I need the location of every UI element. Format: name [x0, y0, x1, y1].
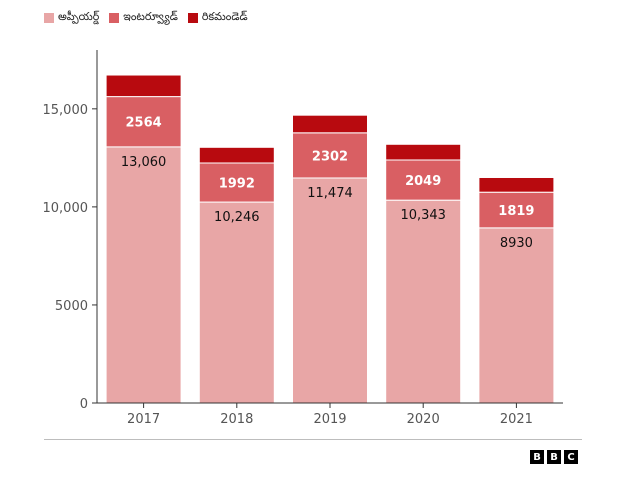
data-label: 8930 [500, 236, 533, 251]
bar-segment [478, 191, 555, 229]
legend-swatch [44, 13, 54, 23]
data-label: 2564 [126, 116, 162, 131]
data-label: 11,474 [307, 186, 353, 201]
bar-segment [385, 199, 462, 404]
data-label: 2049 [405, 174, 441, 189]
x-tick-label: 2019 [313, 412, 346, 427]
y-tick-label: 0 [80, 397, 88, 412]
bar-segment [198, 201, 275, 404]
x-tick-label: 2017 [127, 412, 160, 427]
legend-label: రికమండెడ్ [201, 10, 248, 23]
legend-swatch [109, 13, 120, 23]
bbc-logo-letter: C [564, 450, 578, 464]
bar-segment [385, 143, 462, 161]
x-tick-label: 2018 [220, 412, 253, 427]
y-tick-label: 5000 [55, 299, 88, 314]
bar-segment [292, 114, 368, 134]
data-label: 2302 [312, 149, 348, 164]
bar-segment [478, 227, 555, 404]
stacked-bar-chart: 0 5000 10,000 15,000 13,060 2564 2017 10,246 199… [43, 50, 563, 427]
footer-divider [44, 439, 582, 440]
legend-label: ఇంటర్వ్యూడ్ [123, 10, 178, 23]
bar-segment [105, 74, 182, 98]
bar-segment [105, 146, 182, 404]
legend-item: రికమండెడ్ [187, 10, 248, 26]
data-label: 13,060 [121, 155, 167, 170]
x-tick-label: 2021 [500, 412, 533, 427]
data-label: 1819 [498, 204, 534, 219]
bbc-logo: B B C [530, 450, 578, 464]
y-tick-label: 15,000 [43, 103, 89, 118]
bar-segment [385, 159, 462, 201]
data-label: 1992 [219, 177, 255, 192]
data-label: 10,246 [214, 210, 260, 225]
bbc-logo-letter: B [547, 450, 561, 464]
bar-segment [478, 176, 555, 193]
chart-legend: అప్పీయర్డ్ ఇంటర్వ్యూడ్ రికమండెడ్ [44, 10, 248, 26]
legend-item: అప్పీయర్డ్ [44, 10, 99, 26]
bar-segment [292, 132, 368, 179]
bbc-logo-letter: B [530, 450, 544, 464]
legend-swatch [187, 13, 198, 23]
bar-segment [198, 146, 275, 164]
bar-segment [292, 177, 368, 404]
y-tick-label: 10,000 [43, 201, 89, 216]
x-tick-label: 2020 [407, 412, 440, 427]
legend-label: అప్పీయర్డ్ [58, 10, 100, 23]
legend-item: ఇంటర్వ్యూడ్ [109, 10, 178, 26]
data-label: 10,343 [400, 208, 446, 223]
bar-segment [105, 96, 182, 148]
